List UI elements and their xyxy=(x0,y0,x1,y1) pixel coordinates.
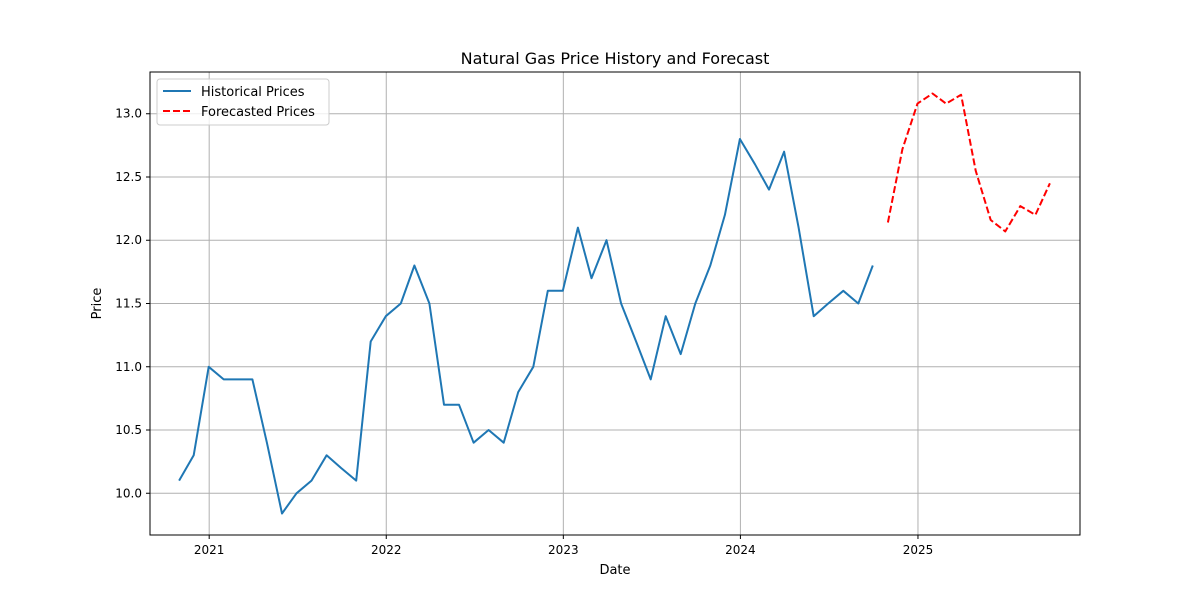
y-tick-label: 13.0 xyxy=(115,107,142,121)
y-tick-label: 10.0 xyxy=(115,486,142,500)
y-tick-label: 10.5 xyxy=(115,423,142,437)
series-line-historical-prices xyxy=(178,138,874,515)
y-axis-label: Price xyxy=(90,288,105,320)
legend-label-forecasted-prices: Forecasted Prices xyxy=(201,105,315,120)
y-tick-label: 12.0 xyxy=(115,233,142,247)
legend-label-historical-prices: Historical Prices xyxy=(201,85,305,100)
series-line-forecasted-prices xyxy=(886,92,1051,233)
y-tick-label: 11.5 xyxy=(115,297,142,311)
x-axis-label: Date xyxy=(599,563,630,578)
x-tick-label: 2025 xyxy=(903,543,934,557)
chart-title: Natural Gas Price History and Forecast xyxy=(461,49,770,68)
x-tick-label: 2024 xyxy=(725,543,756,557)
y-axis-ticks: 10.0 10.5 11.0 11.5 12.0 12.5 13.0 xyxy=(115,107,150,500)
legend: Historical Prices Forecasted Prices xyxy=(156,78,330,126)
grid-lines xyxy=(150,72,1080,535)
series-lines xyxy=(178,92,1051,515)
y-tick-label: 12.5 xyxy=(115,170,142,184)
x-tick-label: 2021 xyxy=(194,543,225,557)
y-tick-label: 11.0 xyxy=(115,360,142,374)
legend-box xyxy=(156,78,330,126)
x-tick-label: 2022 xyxy=(371,543,402,557)
x-axis-ticks: 2021 2022 2023 2024 2025 xyxy=(194,535,933,557)
x-tick-label: 2023 xyxy=(548,543,579,557)
